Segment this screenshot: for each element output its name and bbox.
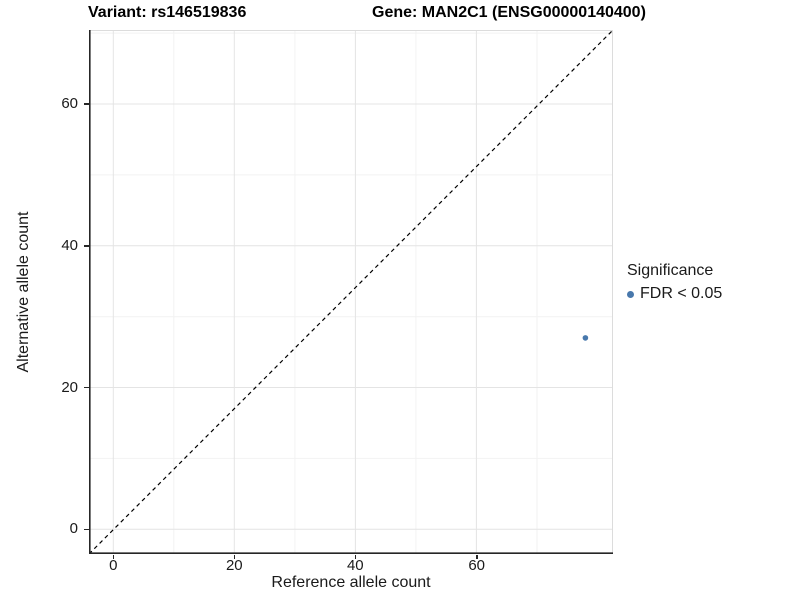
y-tick-mark: [84, 103, 89, 105]
plot-panel: [89, 30, 613, 554]
minor-gridlines: [89, 30, 613, 554]
x-tick-label: 20: [225, 557, 243, 574]
legend-title: Significance: [627, 262, 714, 279]
x-tick-mark: [476, 554, 478, 559]
x-tick-label: 60: [468, 557, 486, 574]
panel-border: [89, 30, 613, 554]
legend-item: FDR < 0.05: [627, 285, 722, 303]
y-tick-label: 20: [61, 379, 78, 396]
legend-point-icon: [627, 290, 634, 298]
identity-reference-line: [89, 30, 613, 554]
y-axis-title: Alternative allele count: [15, 211, 32, 373]
x-axis-title: Reference allele count: [271, 574, 431, 591]
y-tick-label: 0: [69, 520, 78, 537]
x-tick-mark: [233, 554, 235, 559]
y-tick-label: 60: [61, 95, 78, 112]
x-tick-label: 40: [346, 557, 364, 574]
x-tick-label: 0: [109, 557, 118, 574]
legend: Significance FDR < 0.05: [627, 262, 722, 303]
axis-lines: [89, 30, 613, 554]
y-tick-mark: [84, 386, 89, 389]
plot-title-variant: Variant: rs146519836: [88, 4, 247, 21]
y-tick-mark: [84, 528, 89, 530]
y-tick-label: 40: [61, 237, 78, 254]
x-tick-mark: [112, 554, 114, 559]
y-tick-mark: [84, 245, 89, 247]
legend-item-label: FDR < 0.05: [640, 285, 723, 302]
x-tick-mark: [354, 554, 357, 559]
data-point: [582, 335, 589, 341]
plot-title-gene: Gene: MAN2C1 (ENSG00000140400): [372, 4, 646, 21]
points-layer: [582, 335, 589, 341]
major-gridlines: [89, 30, 613, 554]
plot-panel-canvas: [89, 30, 613, 554]
